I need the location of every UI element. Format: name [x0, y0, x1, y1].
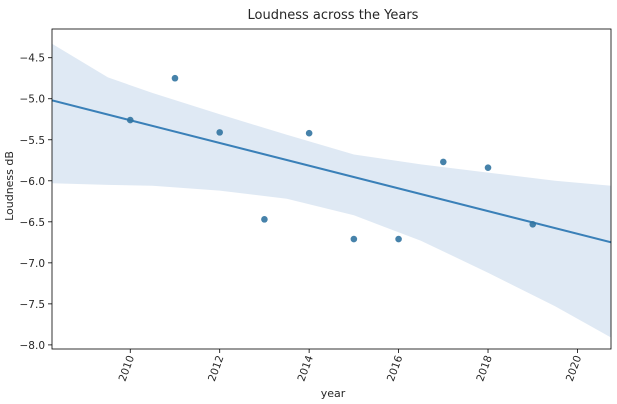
- y-tick-label-4: −6.0: [20, 176, 46, 188]
- x-tick-label-2014: 2014: [296, 354, 317, 384]
- x-tick-label-2018: 2018: [474, 354, 494, 383]
- y-tick-label-1: −7.5: [20, 299, 46, 311]
- data-point-2019: [529, 220, 537, 228]
- scatter-points-layer: [126, 74, 537, 243]
- data-point-2012: [216, 129, 223, 136]
- data-point-2017: [440, 158, 447, 166]
- y-tick-label-3: −6.5: [20, 217, 46, 229]
- y-axis-ticks: −8.0 −7.5 −7.0 −6.5 −6.0 −5.5 −5.0 −4.5: [20, 53, 52, 352]
- y-tick-label-2: −7.0: [20, 258, 46, 270]
- x-tick-label-2010: 2010: [117, 354, 137, 383]
- data-point-2011: [171, 74, 179, 82]
- y-axis-label: Loudness dB: [3, 151, 16, 221]
- x-tick-label-2020: 2020: [564, 354, 584, 383]
- x-axis-label: year: [321, 387, 346, 400]
- data-point-2010: [126, 116, 134, 124]
- data-point-2018: [484, 164, 492, 171]
- axes-frame: [51, 28, 612, 350]
- x-tick-label-2016: 2016: [385, 354, 406, 384]
- regression-line: [52, 99, 611, 244]
- data-point-2015: [350, 235, 358, 243]
- confidence-band-layer: [52, 43, 611, 338]
- y-tick-label-7: −4.5: [20, 53, 46, 65]
- plot-frame: [51, 28, 612, 350]
- y-tick-label-5: −5.5: [20, 135, 46, 147]
- y-tick-label-0: −8.0: [20, 340, 46, 352]
- data-point-2014: [305, 129, 313, 137]
- confidence-band: [52, 43, 611, 338]
- chart-title: Loudness across the Years: [248, 8, 419, 23]
- y-tick-label-6: −5.0: [20, 94, 46, 106]
- x-tick-label-2012: 2012: [206, 354, 226, 383]
- regression-line-layer: [52, 99, 611, 244]
- x-axis-ticks: 2010 2012 2014 2016 2018 2020: [117, 349, 584, 384]
- data-point-2013: [261, 216, 268, 223]
- data-point-2016: [395, 235, 402, 243]
